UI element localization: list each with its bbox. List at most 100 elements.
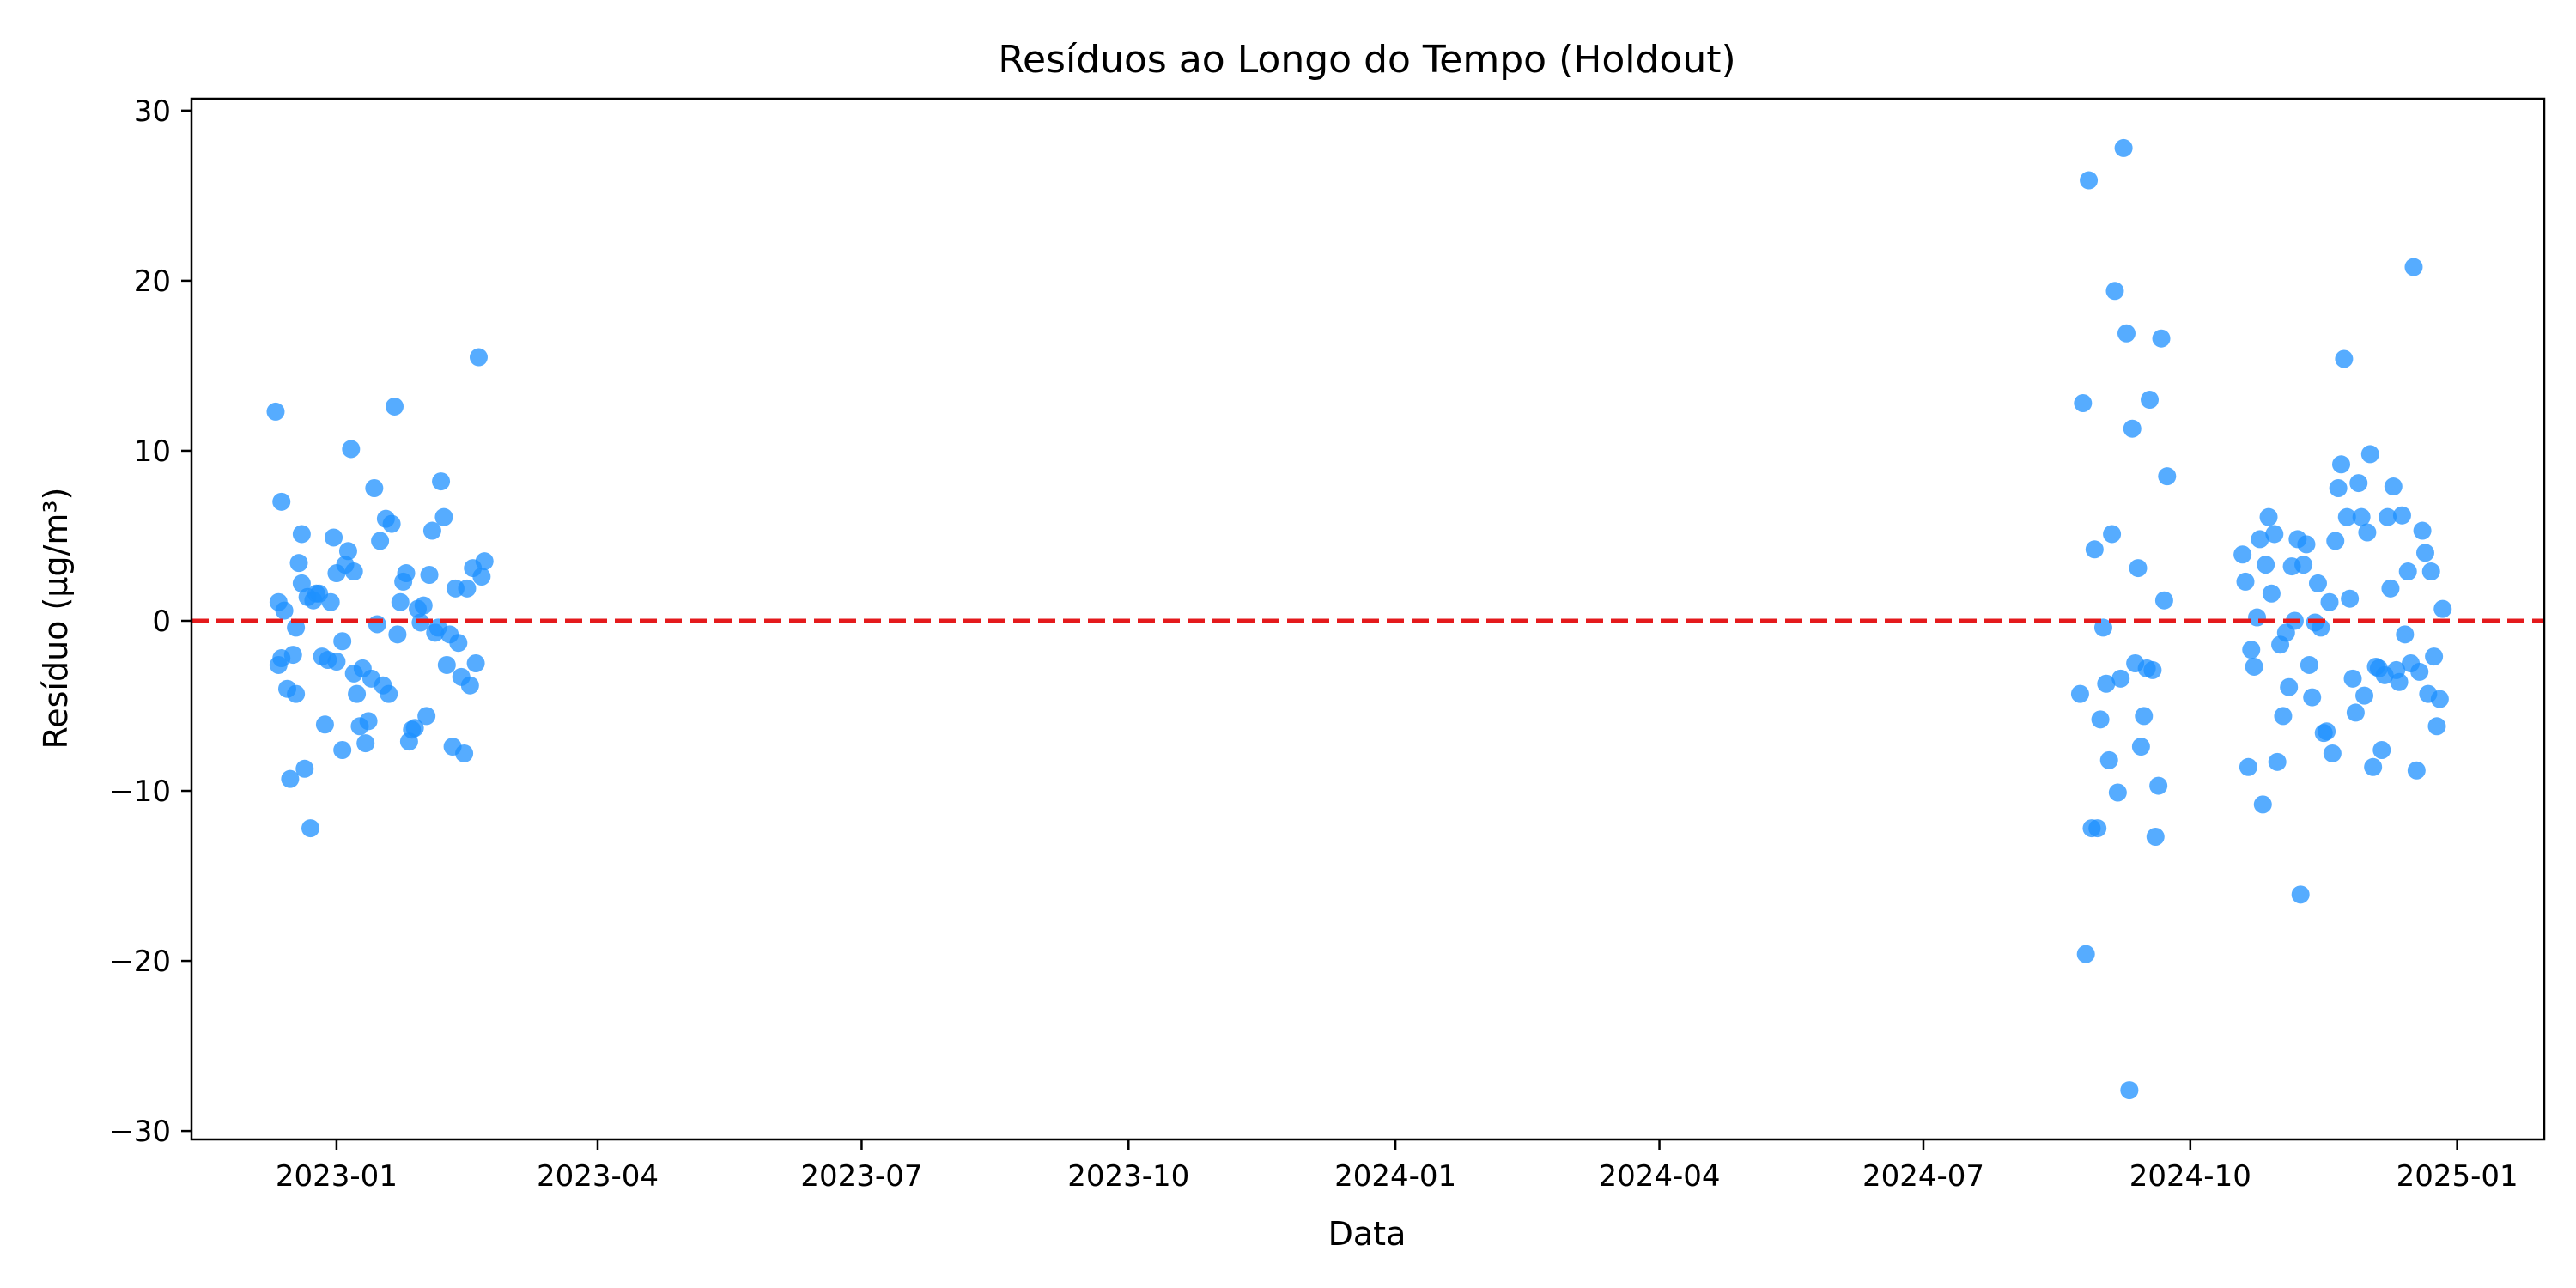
data-point <box>2404 258 2423 276</box>
data-point <box>2364 757 2383 776</box>
data-point <box>2300 655 2318 674</box>
data-point <box>2251 530 2269 549</box>
data-point <box>2398 562 2417 581</box>
data-point <box>432 472 451 491</box>
data-point <box>2135 707 2154 726</box>
data-point <box>460 676 479 695</box>
data-point <box>2236 572 2255 591</box>
data-point <box>292 574 311 592</box>
x-tick-label: 2024-10 <box>2129 1159 2251 1194</box>
y-tick-label: 10 <box>134 434 171 469</box>
data-point <box>365 479 384 498</box>
data-point <box>475 552 494 571</box>
data-point <box>2091 710 2110 729</box>
data-point <box>458 579 477 598</box>
data-point <box>397 564 416 583</box>
data-point <box>2070 684 2089 703</box>
data-point <box>283 646 302 665</box>
data-point <box>2265 525 2284 544</box>
data-point <box>2323 744 2342 762</box>
data-point <box>2233 545 2252 564</box>
data-point <box>344 562 363 581</box>
y-axis-title: Resíduo (µg/m³) <box>37 488 75 750</box>
data-point <box>2111 669 2130 688</box>
x-axis-title: Data <box>1328 1215 1406 1253</box>
data-point <box>342 440 361 459</box>
data-point <box>417 707 436 726</box>
data-point <box>2303 688 2322 707</box>
data-point <box>2335 349 2354 368</box>
data-point <box>2099 750 2118 769</box>
data-point <box>2120 1081 2139 1100</box>
data-point <box>2343 669 2362 688</box>
data-point <box>2088 819 2107 838</box>
data-point <box>2297 535 2316 554</box>
y-axis: −30 −20 −10 0 10 20 30 <box>109 94 191 1149</box>
data-point <box>325 528 343 547</box>
data-point <box>2384 477 2403 496</box>
data-point <box>2280 677 2299 696</box>
data-point <box>2131 738 2150 756</box>
data-point <box>2425 647 2444 666</box>
data-point <box>2355 686 2374 705</box>
data-point <box>2421 562 2440 581</box>
data-point <box>272 492 291 511</box>
data-point <box>295 759 314 778</box>
data-point <box>2257 556 2275 574</box>
data-point <box>466 653 485 672</box>
data-point <box>2129 559 2148 578</box>
data-point <box>2097 674 2116 693</box>
data-point <box>2407 761 2426 780</box>
y-tick-label: −10 <box>109 775 171 809</box>
data-point <box>414 596 433 615</box>
data-point <box>2274 707 2293 726</box>
chart-title: Resíduos ao Longo do Tempo (Holdout) <box>998 38 1735 82</box>
data-point <box>2103 525 2122 544</box>
data-point <box>2360 445 2379 464</box>
data-point <box>382 514 401 533</box>
data-point <box>469 348 488 367</box>
data-point <box>359 712 378 731</box>
data-point <box>2352 507 2371 526</box>
data-points-layer <box>266 138 2452 1100</box>
data-point <box>2320 592 2339 611</box>
x-tick-label: 2023-01 <box>276 1159 398 1194</box>
data-point <box>2268 752 2287 771</box>
data-point <box>2413 521 2432 540</box>
data-point <box>2141 391 2160 410</box>
data-point <box>2358 523 2377 542</box>
data-point <box>356 734 375 753</box>
data-point <box>2381 579 2400 598</box>
data-point <box>2308 574 2327 592</box>
data-point <box>2158 467 2177 486</box>
data-point <box>437 655 456 674</box>
data-point <box>2146 827 2165 846</box>
data-point <box>2253 795 2272 814</box>
data-point <box>327 653 346 671</box>
data-point <box>2085 540 2104 559</box>
data-point <box>2245 657 2263 676</box>
data-point <box>388 625 407 644</box>
data-point <box>2093 618 2112 637</box>
plot-area-frame <box>190 97 2546 1141</box>
data-point <box>380 684 398 703</box>
data-point <box>2433 599 2452 618</box>
data-point <box>315 715 334 734</box>
data-point <box>348 684 367 703</box>
data-point <box>2154 591 2173 610</box>
data-point <box>2291 885 2310 904</box>
data-point <box>2396 625 2415 644</box>
data-point <box>2349 474 2368 493</box>
data-point <box>2076 945 2095 963</box>
data-point <box>2149 776 2168 795</box>
data-point <box>2312 618 2330 637</box>
x-tick-label: 2024-01 <box>1334 1159 1456 1194</box>
y-tick-label: 0 <box>152 605 171 639</box>
data-point <box>405 719 424 738</box>
data-point <box>2372 740 2391 759</box>
data-point <box>2318 722 2336 741</box>
data-point <box>422 521 441 540</box>
data-point <box>2080 171 2099 190</box>
x-tick-label: 2023-04 <box>537 1159 659 1194</box>
